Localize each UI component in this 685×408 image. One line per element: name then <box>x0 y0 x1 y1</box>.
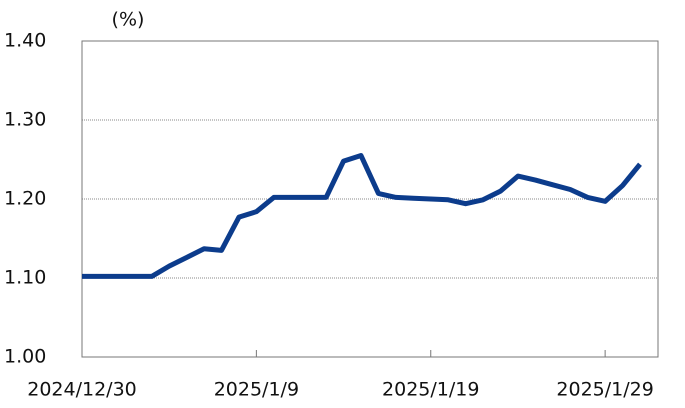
x-tick-label: 2025/1/19 <box>382 379 479 401</box>
y-unit-label: (%) <box>112 9 145 31</box>
y-tick-label: 1.40 <box>4 30 46 52</box>
x-tick-label: 2025/1/29 <box>556 379 653 401</box>
y-tick-label: 1.10 <box>4 267 46 289</box>
y-tick-label: 1.20 <box>4 188 46 210</box>
y-tick-label: 1.00 <box>4 346 46 368</box>
y-tick-label: 1.30 <box>4 109 46 131</box>
data-line <box>82 153 642 279</box>
x-tick-label: 2024/12/30 <box>27 379 137 401</box>
x-tick-label: 2025/1/9 <box>214 379 299 401</box>
plot-frame <box>81 40 659 358</box>
